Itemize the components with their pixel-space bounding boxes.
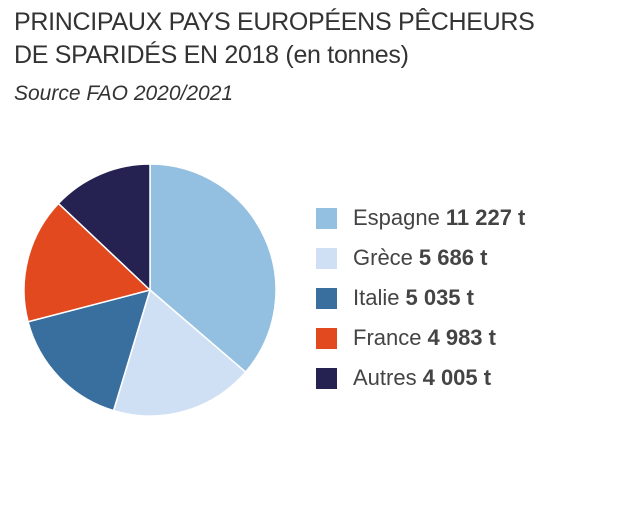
chart-title: PRINCIPAUX PAYS EUROPÉENS PÊCHEURS DE SP… — [14, 6, 624, 72]
legend-item-espagne: Espagne 11 227 t — [316, 198, 525, 238]
legend-label-grece: Grèce — [353, 245, 413, 270]
legend-value-grece: 5 686 t — [418, 245, 488, 270]
pie-slice-france — [23, 202, 151, 323]
legend-swatch-italie — [316, 287, 337, 309]
legend-item-autres: Autres 4 005 t — [316, 358, 525, 398]
legend-swatch-france — [316, 327, 337, 349]
pie-slice-grece — [112, 289, 247, 417]
chart-title-line-1: PRINCIPAUX PAYS EUROPÉENS PÊCHEURS — [14, 8, 535, 36]
legend-text-france: France 4 983 t — [353, 325, 496, 351]
legend-item-italie: Italie 5 035 t — [316, 278, 525, 318]
legend-item-france: France 4 983 t — [316, 318, 525, 358]
pie-slice-italie — [27, 289, 151, 412]
legend-swatch-autres — [316, 367, 337, 389]
legend-item-grece: Grèce 5 686 t — [316, 238, 525, 278]
chart-legend: Espagne 11 227 t Grèce 5 686 t Italie 5 035… — [316, 198, 525, 398]
pie-slice-espagne — [149, 163, 277, 373]
legend-value-italie: 5 035 t — [405, 285, 474, 310]
chart-title-line-2: DE SPARIDÉS EN 2018 (en tonnes) — [14, 39, 624, 72]
pie-slice-autres — [57, 163, 151, 291]
legend-value-autres: 4 005 t — [422, 365, 492, 390]
legend-text-italie: Italie 5 035 t — [353, 285, 474, 311]
legend-text-autres: Autres 4 005 t — [353, 365, 491, 391]
legend-label-autres: Autres — [353, 365, 417, 390]
legend-label-france: France — [353, 325, 422, 350]
legend-swatch-grece — [316, 247, 337, 269]
legend-value-espagne: 11 227 t — [445, 205, 526, 230]
legend-value-france: 4 983 t — [427, 325, 496, 350]
legend-label-espagne: Espagne — [353, 205, 440, 230]
legend-swatch-espagne — [316, 207, 337, 229]
chart-title-line-2-main: DE SPARIDÉS EN 2018 (en tonnes) — [14, 41, 409, 69]
legend-label-italie: Italie — [353, 285, 400, 310]
legend-text-espagne: Espagne 11 227 t — [353, 205, 525, 231]
legend-text-grece: Grèce 5 686 t — [353, 245, 487, 271]
chart-source: Source FAO 2020/2021 — [14, 82, 234, 105]
